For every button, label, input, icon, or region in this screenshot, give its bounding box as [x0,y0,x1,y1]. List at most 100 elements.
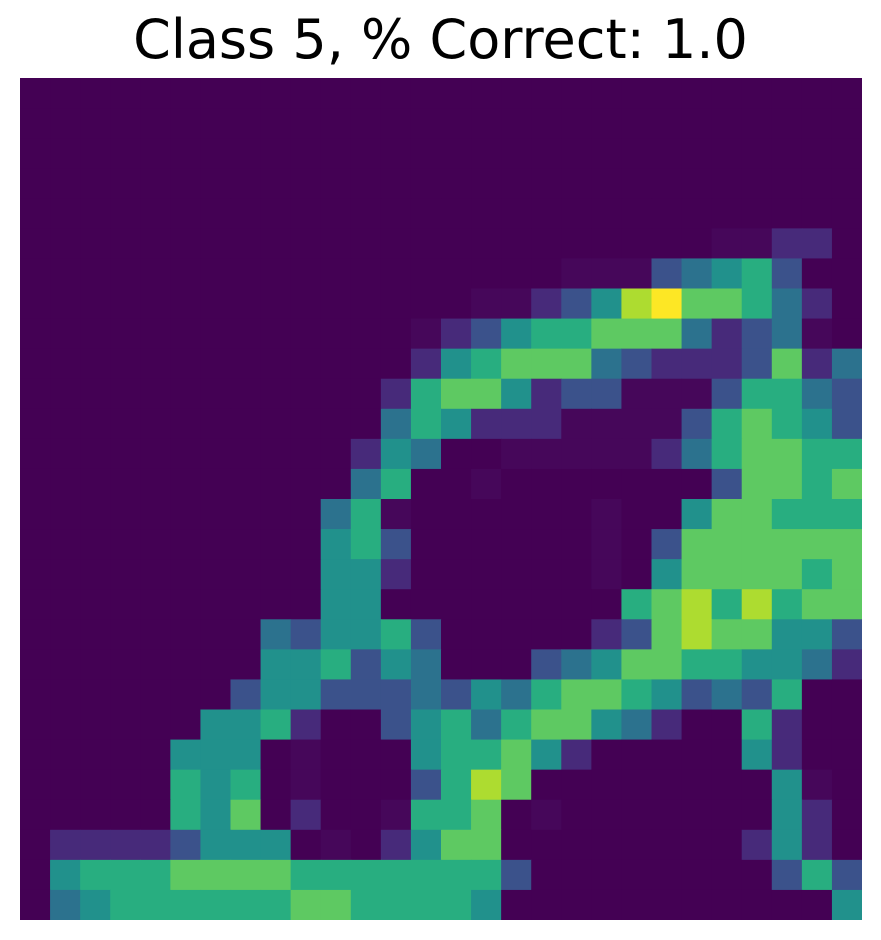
heatmap-cell [110,108,141,139]
heatmap-cell [741,559,773,590]
heatmap-cell [50,859,81,891]
heatmap-cell [290,799,322,831]
heatmap-cell [380,619,412,650]
heatmap-cell [350,769,382,801]
heatmap-cell [591,679,623,711]
heatmap-cell [350,258,382,290]
heatmap-cell [531,709,562,741]
heatmap-cell [771,348,803,380]
heatmap-cell [410,78,442,109]
heatmap-cell [561,288,592,320]
heatmap-cell [320,138,352,169]
heatmap-cell [50,529,81,560]
heatmap-cell [410,529,442,560]
heatmap-cell [20,679,51,711]
heatmap-cell [651,168,683,199]
heatmap-cell [711,529,743,560]
heatmap-cell [561,499,592,530]
heatmap-cell [441,859,472,891]
heatmap-cell [801,739,833,771]
heatmap-cell [230,138,262,169]
heatmap-cell [410,499,442,530]
heatmap-cell [771,258,803,290]
heatmap-cell [531,198,562,229]
heatmap-cell [20,228,51,260]
heatmap-cell [200,108,232,139]
heatmap-cell [561,559,592,590]
heatmap-cell [471,258,502,290]
heatmap-cell [531,318,562,350]
heatmap-cell [711,288,743,320]
heatmap-cell [501,769,532,801]
heatmap-cell [170,288,202,320]
heatmap-cell [591,168,623,199]
heatmap-cell [441,438,472,470]
heatmap-cell [80,408,111,440]
heatmap-cell [531,529,562,560]
heatmap-cell [831,258,862,290]
heatmap-cell [20,288,51,320]
heatmap-cell [801,318,833,350]
heatmap-cell [140,649,171,681]
heatmap-cell [801,348,833,380]
heatmap-cell [260,108,292,139]
heatmap-cell [290,108,322,139]
heatmap-cell [350,378,382,410]
heatmap-cell [260,288,292,320]
heatmap-cell [80,318,111,350]
heatmap-cell [471,228,502,260]
heatmap-cell [380,318,412,350]
heatmap-cell [471,829,502,861]
heatmap-cell [741,799,773,831]
heatmap-cell [80,829,111,861]
heatmap-cell [140,258,171,290]
heatmap-cell [651,679,683,711]
heatmap-cell [50,829,81,861]
heatmap-cell [230,589,262,620]
heatmap-cell [591,649,623,681]
heatmap-cell [80,619,111,650]
heatmap-cell [831,709,862,741]
heatmap-cell [651,138,683,169]
heatmap-cell [651,859,683,891]
heatmap-cell [531,288,562,320]
heatmap-cell [230,739,262,771]
heatmap-cell [801,438,833,470]
heatmap-cell [501,529,532,560]
heatmap-cell [681,78,713,109]
heatmap-cell [711,468,743,500]
heatmap-cell [290,679,322,711]
heatmap-cell [471,198,502,229]
heatmap-cell [591,468,623,500]
heatmap-cell [771,408,803,440]
heatmap-cell [350,198,382,229]
heatmap-cell [741,859,773,891]
heatmap-cell [561,378,592,410]
heatmap-cell [20,829,51,861]
heatmap-cell [681,679,713,711]
heatmap-cell [831,108,862,139]
heatmap-cell [831,529,862,560]
heatmap-cell [471,619,502,650]
heatmap-cell [260,829,292,861]
heatmap-cell [651,589,683,620]
heatmap-cell [711,769,743,801]
heatmap-cell [651,619,683,650]
heatmap-cell [531,859,562,891]
heatmap-cell [380,829,412,861]
heatmap-cell [471,108,502,139]
heatmap-cell [591,228,623,260]
heatmap-cell [771,78,803,109]
heatmap-cell [771,559,803,590]
heatmap-cell [651,529,683,560]
heatmap-cell [140,559,171,590]
heatmap-cell [471,378,502,410]
heatmap-cell [320,108,352,139]
heatmap-cell [681,438,713,470]
heatmap-cell [621,859,653,891]
heatmap-cell [591,739,623,771]
heatmap-cell [350,468,382,500]
heatmap-cell [80,589,111,620]
heatmap-cell [591,619,623,650]
heatmap-cell [50,108,81,139]
